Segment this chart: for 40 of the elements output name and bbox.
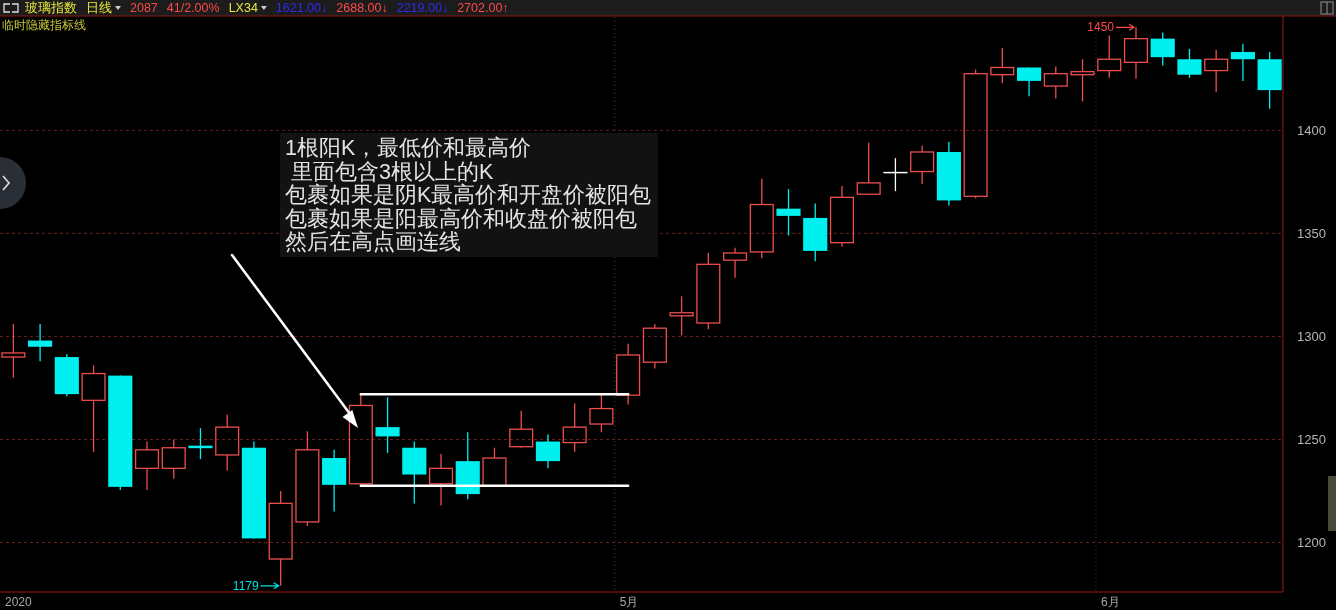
annotation: 然后在高点画连线 (285, 230, 461, 255)
y-tick-label: 1300 (1297, 328, 1326, 344)
candlestick (1, 323, 26, 379)
text: 2702.00↑ (457, 1, 509, 15)
candlestick (776, 188, 801, 237)
candlestick (882, 157, 909, 192)
annotation: 1根阳K，最低价和最高价 (285, 136, 532, 160)
annotation: 临时隐藏指标线 (2, 18, 86, 32)
x-tick-label: 6月 (1100, 595, 1120, 609)
annotation: 包裹如果是阳最高价和收盘价被阳包 (285, 206, 637, 231)
candlestick (616, 343, 641, 406)
candlestick (134, 440, 160, 491)
text: 1621.00↓ (275, 1, 328, 15)
text: 2688.00↓ (336, 1, 388, 15)
candlestick (375, 396, 400, 454)
x-tick-label: 2020 (5, 595, 33, 609)
candlestick (428, 453, 454, 507)
text: LX34 (228, 1, 258, 15)
annotation: 1179 (232, 578, 259, 593)
candlestick (1230, 43, 1255, 82)
text: 2087 (130, 1, 158, 15)
text: 玻璃指数 (25, 1, 77, 15)
candlestick (722, 247, 748, 279)
annotation: 包裹如果是阴K最高价和开盘价被阳包 (285, 183, 652, 208)
y-tick-label: 1400 (1297, 122, 1326, 138)
candlestick (1123, 26, 1149, 80)
annotation: 里面包含3根以上的K (285, 159, 494, 184)
x-tick-label: 5月 (619, 595, 639, 609)
candlestick (829, 185, 855, 248)
y-tick-label: 1200 (1297, 535, 1326, 551)
y-tick-label: 1250 (1297, 431, 1326, 447)
candlestick (509, 409, 534, 448)
text: 41/2.00% (166, 1, 220, 15)
candlestick (28, 323, 53, 362)
y-tick-label: 1350 (1297, 225, 1326, 241)
candlestick (856, 142, 881, 195)
annotation: 1450 (1087, 20, 1115, 35)
candlestick (642, 323, 667, 370)
text: 日线 (86, 1, 112, 15)
text: 2219.00↓ (396, 1, 449, 15)
